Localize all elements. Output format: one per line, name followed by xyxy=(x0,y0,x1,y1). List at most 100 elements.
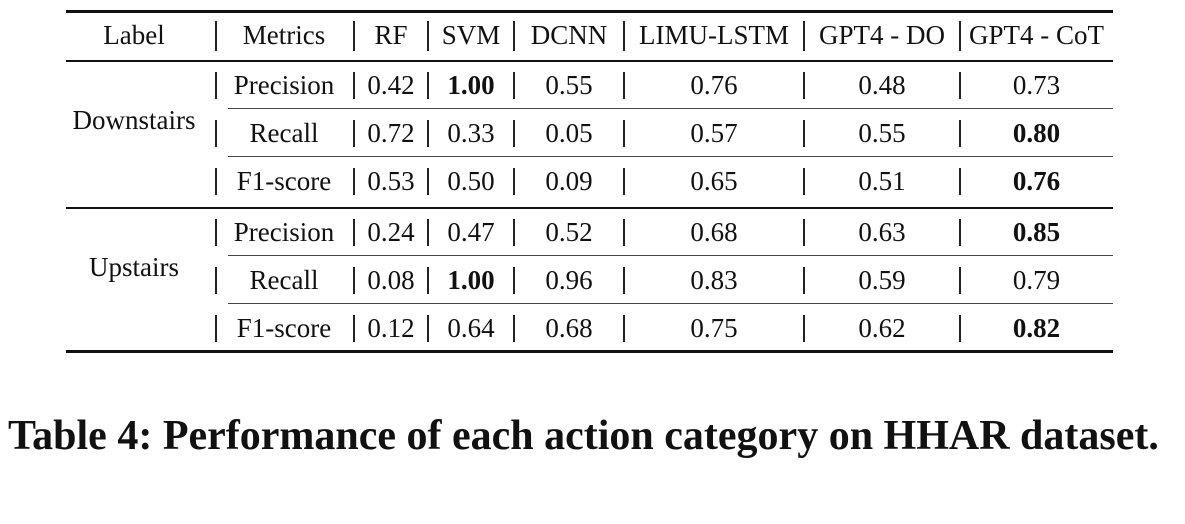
column-separator xyxy=(353,21,355,51)
metric-cell: Precision xyxy=(233,217,335,247)
value-cell: 0.72 xyxy=(367,118,415,148)
column-separator xyxy=(513,267,515,294)
metric-cell: Recall xyxy=(249,265,319,295)
metric-cell: F1-score xyxy=(236,313,332,343)
metric-cell: Precision xyxy=(233,70,335,100)
value-cell: 0.51 xyxy=(858,166,906,196)
column-separator xyxy=(513,120,515,147)
column-separator xyxy=(803,168,805,195)
top-rule xyxy=(66,10,1113,13)
value-cell: 0.47 xyxy=(447,217,495,247)
value-cell: 0.68 xyxy=(690,217,738,247)
value-cell: 0.50 xyxy=(447,166,495,196)
value-cell: 0.76 xyxy=(690,70,738,100)
value-cell: 0.48 xyxy=(858,70,906,100)
value-cell: 0.55 xyxy=(858,118,906,148)
header-rule xyxy=(66,60,1113,62)
value-cell: 0.80 xyxy=(1012,118,1061,148)
column-separator xyxy=(215,120,217,147)
metric-cell: F1-score xyxy=(236,166,332,196)
column-separator xyxy=(353,219,355,246)
header-metrics: Metrics xyxy=(242,20,326,50)
column-separator xyxy=(803,72,805,99)
column-separator xyxy=(959,72,961,99)
header-dcnn: DCNN xyxy=(530,20,608,50)
column-separator xyxy=(427,168,429,195)
group-label: Upstairs xyxy=(89,252,179,282)
column-separator xyxy=(215,267,217,294)
column-separator xyxy=(803,120,805,147)
metric-cell: Recall xyxy=(249,118,319,148)
value-cell: 0.63 xyxy=(858,217,906,247)
column-separator xyxy=(353,315,355,342)
value-cell: 0.76 xyxy=(1012,166,1061,196)
value-cell: 0.24 xyxy=(367,217,415,247)
column-separator xyxy=(623,21,625,51)
header-svm: SVM xyxy=(441,20,501,50)
column-separator xyxy=(959,120,961,147)
row-rule xyxy=(228,303,1113,304)
column-separator xyxy=(803,267,805,294)
column-separator xyxy=(215,315,217,342)
value-cell: 0.09 xyxy=(545,166,593,196)
value-cell: 1.00 xyxy=(447,70,495,100)
value-cell: 0.73 xyxy=(1012,70,1061,100)
value-cell: 0.52 xyxy=(545,217,593,247)
value-cell: 0.55 xyxy=(545,70,593,100)
column-separator xyxy=(959,315,961,342)
header-rf: RF xyxy=(374,20,408,50)
column-separator xyxy=(427,219,429,246)
column-separator xyxy=(623,267,625,294)
column-separator xyxy=(427,120,429,147)
group-divider-rule xyxy=(66,207,1113,209)
row-rule xyxy=(228,108,1113,109)
value-cell: 0.96 xyxy=(545,265,593,295)
column-separator xyxy=(513,72,515,99)
column-separator xyxy=(427,72,429,99)
value-cell: 1.00 xyxy=(447,265,495,295)
column-separator xyxy=(427,315,429,342)
column-separator xyxy=(959,21,961,51)
column-separator xyxy=(353,120,355,147)
group-label: Downstairs xyxy=(72,105,196,135)
column-separator xyxy=(803,315,805,342)
value-cell: 0.59 xyxy=(858,265,906,295)
row-rule xyxy=(228,156,1113,157)
column-separator xyxy=(427,21,429,51)
value-cell: 0.75 xyxy=(690,313,738,343)
column-separator xyxy=(427,267,429,294)
value-cell: 0.08 xyxy=(367,265,415,295)
column-separator xyxy=(623,120,625,147)
column-separator xyxy=(513,21,515,51)
column-separator xyxy=(353,168,355,195)
value-cell: 0.42 xyxy=(367,70,415,100)
value-cell: 0.53 xyxy=(367,166,415,196)
value-cell: 0.83 xyxy=(690,265,738,295)
value-cell: 0.68 xyxy=(545,313,593,343)
column-separator xyxy=(959,219,961,246)
column-separator xyxy=(215,72,217,99)
column-separator xyxy=(353,267,355,294)
value-cell: 0.79 xyxy=(1012,265,1061,295)
column-separator xyxy=(803,21,805,51)
column-separator xyxy=(803,219,805,246)
value-cell: 0.62 xyxy=(858,313,906,343)
value-cell: 0.85 xyxy=(1012,217,1061,247)
bottom-rule xyxy=(66,350,1113,353)
column-separator xyxy=(215,219,217,246)
header-gpt4-do: GPT4 - DO xyxy=(819,20,945,50)
column-separator xyxy=(215,21,217,51)
column-separator xyxy=(513,168,515,195)
header-gpt4-cot: GPT4 - CoT xyxy=(969,20,1104,50)
row-rule xyxy=(228,255,1113,256)
column-separator xyxy=(353,72,355,99)
column-separator xyxy=(959,267,961,294)
value-cell: 0.05 xyxy=(545,118,593,148)
column-separator xyxy=(623,315,625,342)
column-separator xyxy=(623,168,625,195)
value-cell: 0.65 xyxy=(690,166,738,196)
value-cell: 0.64 xyxy=(447,313,495,343)
column-separator xyxy=(513,315,515,342)
value-cell: 0.33 xyxy=(447,118,495,148)
